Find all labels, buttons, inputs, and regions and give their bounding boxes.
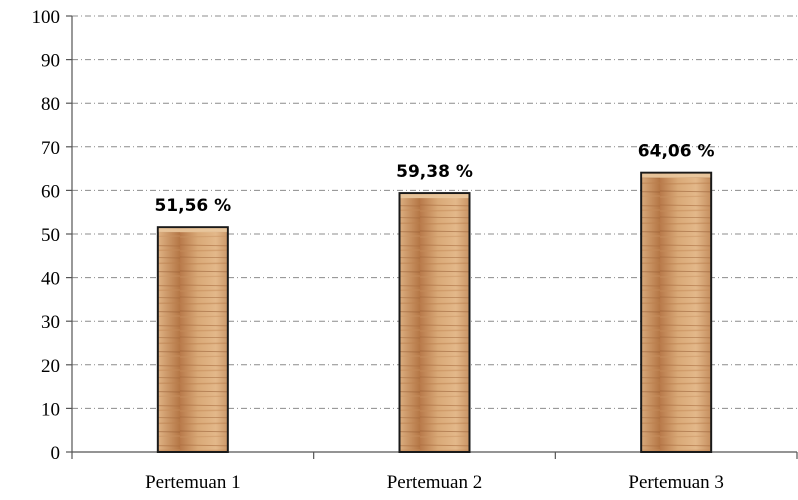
- y-tick-label: 100: [32, 7, 61, 28]
- category-label-3: Pertemuan 3: [628, 472, 724, 493]
- data-label-2: 59,38 %: [396, 162, 473, 182]
- category-label-1: Pertemuan 1: [145, 472, 241, 493]
- data-label-3: 64,06 %: [638, 142, 715, 162]
- bar-1: [156, 226, 229, 453]
- y-tick-label: 30: [41, 312, 60, 333]
- bar-3: [640, 171, 713, 453]
- bar-top-highlight: [158, 228, 227, 233]
- labels: 0 10 20 30 40 50 60 70 80 90 100 51,56 % Pertemuan 1…: [32, 7, 724, 493]
- y-tick-label: 90: [41, 51, 60, 72]
- y-tick-label: 60: [41, 181, 60, 202]
- bar-top-highlight: [642, 173, 711, 178]
- y-tick-label: 40: [41, 269, 60, 290]
- y-tick-label: 70: [41, 138, 60, 159]
- y-tick-label: 20: [41, 356, 60, 377]
- y-tick-label: 0: [51, 443, 61, 464]
- data-label-1: 51,56 %: [154, 196, 231, 216]
- bar-top-highlight: [400, 194, 469, 199]
- y-tick-label: 50: [41, 225, 60, 246]
- bars: [156, 171, 713, 453]
- category-label-2: Pertemuan 2: [387, 472, 483, 493]
- y-tick-label: 10: [41, 399, 60, 420]
- y-tick-label: 80: [41, 94, 60, 115]
- bar-2: [398, 192, 471, 453]
